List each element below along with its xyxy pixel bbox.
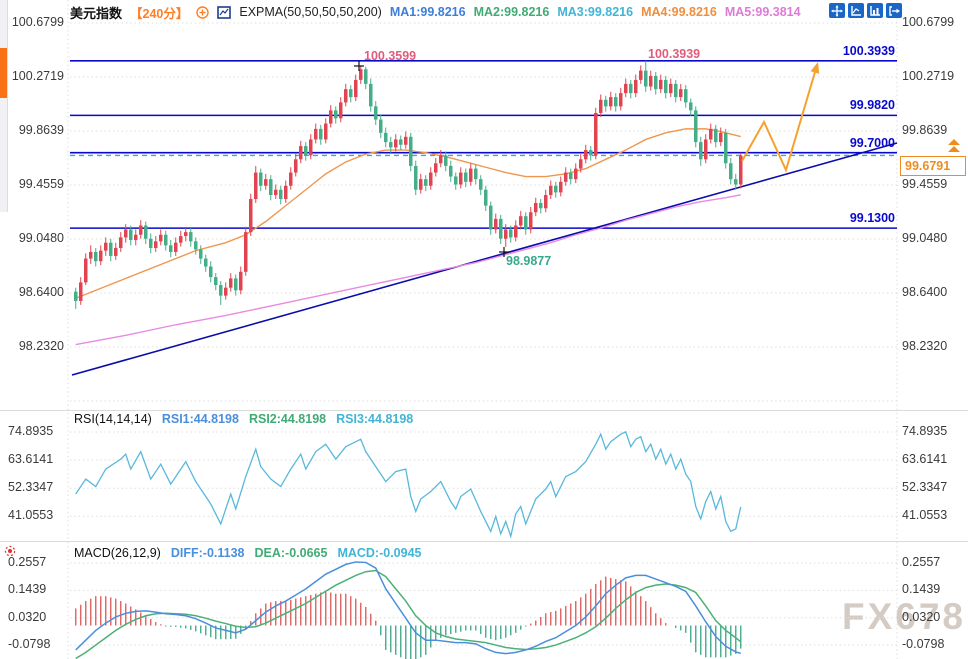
axis-tick: 99.8639 (18, 122, 64, 137)
left-scrollbar-thumb[interactable] (0, 48, 7, 98)
chart-header: 美元指数 【240分】 EXPMA(50,50,50,50,200) MA1:9… (70, 3, 801, 21)
axes-chart-icon[interactable] (848, 3, 864, 18)
axis-tick: 100.6799 (902, 15, 955, 29)
macd-title: MACD(26,12,9) (74, 546, 161, 560)
ma1-value: MA1:99.8216 (389, 5, 466, 19)
axis-tick: 52.3347 (8, 480, 54, 495)
axis-tick: 98.2320 (902, 338, 948, 353)
macd-value: MACD:-0.0945 (337, 546, 422, 560)
ma4-value: MA4:99.8216 (641, 5, 717, 19)
axis-tick: 0.2557 (8, 555, 47, 569)
axis-tick: 100.6799 (11, 15, 64, 29)
axis-tick: 0.1439 (8, 582, 47, 597)
hline-label-2: 99.9820 (849, 98, 895, 113)
axis-tick: 74.8935 (8, 424, 54, 438)
panel-divider (0, 410, 968, 411)
axis-tick: 41.0553 (902, 508, 948, 523)
ma5-value: MA5:99.3814 (724, 5, 801, 19)
rsi3-value: RSI3:44.8198 (336, 412, 414, 426)
plus-circle-icon[interactable] (196, 5, 210, 19)
axis-tick: 100.2719 (11, 68, 64, 83)
left-scrollbar-track[interactable] (0, 0, 8, 212)
trough-price-label: 98.9877 (506, 254, 552, 268)
bars-chart-icon[interactable] (867, 3, 883, 18)
exit-arrow-icon[interactable] (886, 3, 902, 18)
hline-label-1: 100.3939 (842, 43, 895, 58)
timeframe-label: 【240分】 (130, 6, 189, 21)
axis-tick: 74.8935 (902, 424, 948, 438)
chart-toolbar (829, 3, 902, 18)
axis-tick: 0.0320 (8, 609, 47, 624)
panel-divider (0, 541, 968, 542)
peak-price-label: 100.3939 (648, 47, 701, 61)
axis-tick: 99.0480 (18, 230, 64, 245)
axis-tick: 52.3347 (902, 480, 948, 495)
rsi2-value: RSI2:44.8198 (248, 412, 327, 426)
hline-label-4: 99.1300 (849, 211, 895, 226)
axis-tick: 99.8639 (902, 122, 948, 137)
indicator-settings-icon[interactable] (3, 544, 17, 563)
diff-value: DIFF:-0.1138 (170, 546, 245, 560)
move-icon[interactable] (829, 3, 845, 18)
current-price-box: 99.6791 (900, 156, 966, 177)
axis-tick: 0.2557 (902, 555, 941, 569)
macd-panel-header: MACD(26,12,9) DIFF:-0.1138 DEA:-0.0665 M… (74, 546, 422, 560)
axis-tick: 41.0553 (8, 508, 54, 523)
rsi-title: RSI(14,14,14) (74, 412, 152, 426)
dea-value: DEA:-0.0665 (254, 546, 328, 560)
axis-tick: 98.6400 (18, 284, 64, 299)
indicator-label: EXPMA(50,50,50,50,200) (239, 5, 382, 19)
symbol-name: 美元指数 (70, 5, 123, 21)
axis-tick: 63.6141 (8, 452, 54, 467)
axis-tick: 100.2719 (902, 68, 955, 83)
axis-tick: 98.6400 (902, 284, 948, 299)
axis-tick: -0.0798 (8, 637, 51, 652)
ma3-value: MA3:99.8216 (557, 5, 634, 19)
axis-tick: 99.4559 (18, 176, 64, 191)
hline-label-3: 99.7000 (849, 135, 895, 150)
mini-chart-icon (217, 5, 232, 19)
axis-tick: 98.2320 (18, 338, 64, 353)
axis-tick: 99.4559 (902, 176, 948, 191)
axis-tick: -0.0798 (902, 637, 945, 652)
rsi1-value: RSI1:44.8198 (161, 412, 239, 426)
axis-tick: 63.6141 (902, 452, 948, 467)
axis-tick: 0.0320 (902, 609, 941, 624)
axis-tick: 0.1439 (902, 582, 941, 597)
axis-tick: 99.0480 (902, 230, 948, 245)
rsi-panel-header: RSI(14,14,14) RSI1:44.8198 RSI2:44.8198 … (74, 412, 413, 426)
peak-price-label: 100.3599 (364, 49, 417, 63)
ma2-value: MA2:99.8216 (473, 5, 550, 19)
fx678-watermark: FX678 (842, 596, 967, 637)
